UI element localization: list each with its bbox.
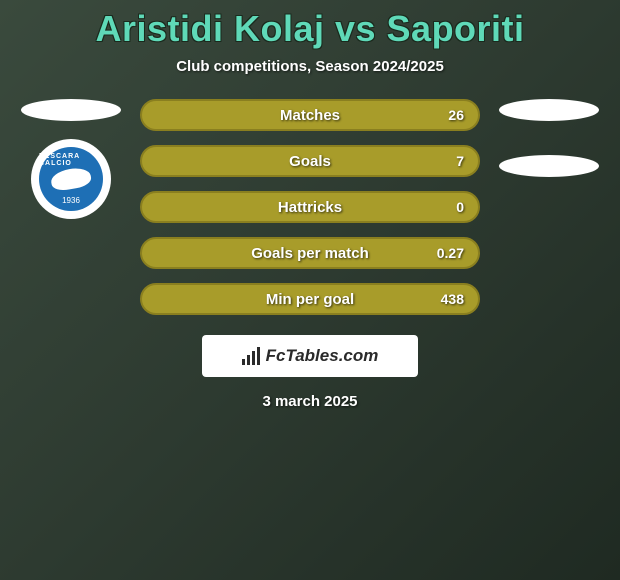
date-text: 3 march 2025 bbox=[0, 393, 620, 410]
stat-row: Goals per match 0.27 bbox=[140, 237, 480, 269]
club-name-text: PESCARA CALCIO bbox=[39, 153, 103, 167]
club-photo-placeholder bbox=[499, 155, 599, 177]
stat-label: Matches bbox=[280, 107, 340, 124]
stat-row: Min per goal 438 bbox=[140, 283, 480, 315]
stat-row: Hattricks 0 bbox=[140, 191, 480, 223]
stats-column: Matches 26 Goals 7 Hattricks 0 Goals per match… bbox=[140, 99, 480, 315]
stat-value-right: 7 bbox=[456, 153, 464, 169]
club-year-text: 1936 bbox=[62, 196, 80, 205]
source-logo: FcTables.com bbox=[202, 335, 418, 377]
stat-label: Min per goal bbox=[266, 291, 354, 308]
stat-value-right: 26 bbox=[448, 107, 464, 123]
dolphin-icon bbox=[50, 166, 93, 193]
right-player-column bbox=[494, 99, 604, 177]
stat-row: Goals 7 bbox=[140, 145, 480, 177]
stat-label: Goals bbox=[289, 153, 331, 170]
player-photo-placeholder bbox=[499, 99, 599, 121]
club-badge-left: PESCARA CALCIO 1936 bbox=[31, 139, 111, 219]
comparison-title: Aristidi Kolaj vs Saporiti bbox=[0, 8, 620, 50]
stat-row: Matches 26 bbox=[140, 99, 480, 131]
comparison-grid: PESCARA CALCIO 1936 Matches 26 Goals 7 Hattr… bbox=[0, 99, 620, 315]
stat-value-right: 438 bbox=[441, 291, 464, 307]
comparison-subtitle: Club competitions, Season 2024/2025 bbox=[0, 58, 620, 75]
stat-value-right: 0 bbox=[456, 199, 464, 215]
stat-label: Hattricks bbox=[278, 199, 342, 216]
source-brand-text: FcTables.com bbox=[266, 346, 379, 366]
left-player-column: PESCARA CALCIO 1936 bbox=[16, 99, 126, 219]
bars-chart-icon bbox=[242, 347, 260, 365]
stat-label: Goals per match bbox=[251, 245, 369, 262]
stat-value-right: 0.27 bbox=[437, 245, 464, 261]
player-photo-placeholder bbox=[21, 99, 121, 121]
